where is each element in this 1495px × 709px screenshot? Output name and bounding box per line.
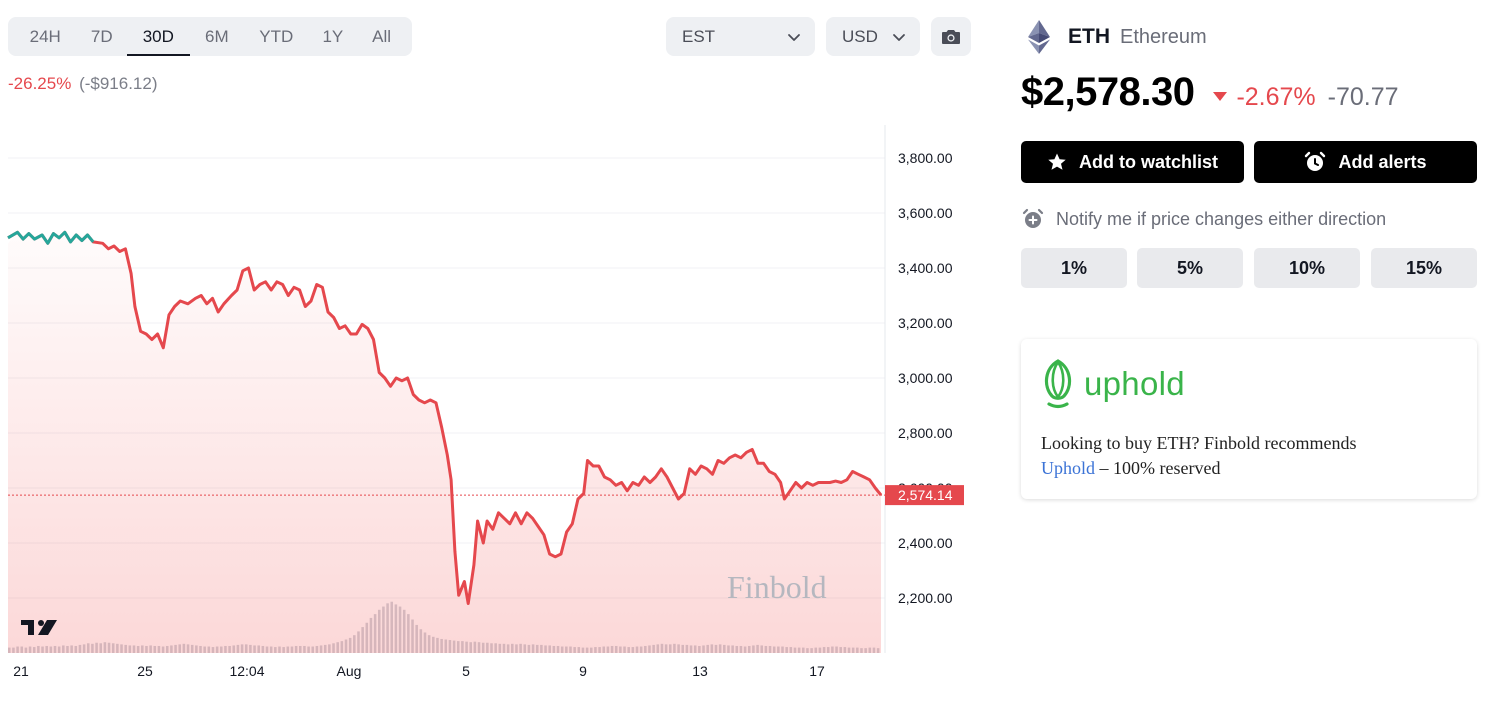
notify-line: Notify me if price changes either direct… bbox=[1022, 208, 1386, 230]
tradingview-logo bbox=[21, 620, 57, 635]
current-price: $2,578.30 bbox=[1021, 70, 1195, 114]
alert-threshold-1[interactable]: 1% bbox=[1021, 248, 1127, 288]
asset-name: Ethereum bbox=[1120, 25, 1207, 48]
camera-icon bbox=[942, 29, 960, 44]
change-absolute: -70.77 bbox=[1327, 83, 1399, 111]
uphold-promo-card: uphold Looking to buy ETH? Finbold recom… bbox=[1021, 339, 1477, 499]
tab-24h[interactable]: 24H bbox=[29, 27, 61, 46]
uphold-wordmark: uphold bbox=[1084, 365, 1185, 402]
price-tick-label: 3,600.00 bbox=[898, 205, 953, 221]
promo-suffix: – 100% reserved bbox=[1095, 458, 1221, 478]
price-tick-label: 3,000.00 bbox=[898, 370, 953, 386]
tab-7d[interactable]: 7D bbox=[90, 27, 113, 46]
period-change-absolute: (-$916.12) bbox=[79, 74, 158, 93]
uphold-link[interactable]: Uphold bbox=[1041, 458, 1095, 478]
tab-ytd[interactable]: YTD bbox=[259, 27, 294, 46]
star-icon bbox=[1048, 153, 1066, 170]
change-percent: -2.67% bbox=[1236, 83, 1316, 111]
date-tick-label: Aug bbox=[337, 663, 362, 679]
price-row: $2,578.30 -2.67% -70.77 bbox=[1021, 70, 1399, 115]
date-tick-label: 13 bbox=[692, 663, 708, 679]
timezone-select[interactable]: EST bbox=[666, 17, 815, 56]
alert-threshold-10[interactable]: 10% bbox=[1254, 248, 1360, 288]
promo-copy: Looking to buy ETH? Finbold recommends bbox=[1041, 433, 1357, 453]
timezone-value: EST bbox=[682, 26, 716, 46]
current-price-label: 2,574.14 bbox=[898, 487, 953, 503]
tab-all[interactable]: All bbox=[372, 27, 392, 46]
uphold-logo[interactable]: uphold bbox=[1040, 358, 1185, 410]
ethereum-diamond-icon bbox=[1028, 20, 1050, 54]
price-line-below bbox=[7, 230, 883, 605]
current-price-tag: 2,574.14 bbox=[885, 485, 964, 506]
date-tick-label: 12:04 bbox=[229, 663, 264, 679]
currency-value: USD bbox=[842, 26, 878, 46]
price-tick-label: 3,800.00 bbox=[898, 150, 953, 166]
price-tick-label: 3,400.00 bbox=[898, 260, 953, 276]
alert-threshold-5[interactable]: 5% bbox=[1137, 248, 1243, 288]
add-alerts-label: Add alerts bbox=[1338, 151, 1427, 172]
tab-1y[interactable]: 1Y bbox=[322, 27, 344, 46]
price-tick-label: 3,200.00 bbox=[898, 315, 953, 331]
tab-30d[interactable]: 30D bbox=[127, 17, 190, 56]
add-alerts-button[interactable]: Add alerts bbox=[1254, 141, 1477, 183]
alarm-clock-icon bbox=[1305, 151, 1326, 171]
add-to-watchlist-button[interactable]: Add to watchlist bbox=[1021, 141, 1244, 183]
alert-threshold-15[interactable]: 15% bbox=[1371, 248, 1477, 288]
period-change-percent: -26.25% bbox=[8, 74, 72, 93]
asset-symbol: ETH bbox=[1068, 25, 1110, 48]
add-to-watchlist-label: Add to watchlist bbox=[1079, 151, 1218, 172]
date-tick-label: 9 bbox=[579, 663, 587, 679]
alarm-plus-icon bbox=[1022, 208, 1044, 228]
time-axis: 21 25 12:04 Aug 5 9 13 17 bbox=[13, 663, 825, 679]
date-tick-label: 17 bbox=[809, 663, 825, 679]
chevron-down-icon bbox=[788, 33, 800, 41]
screenshot-button[interactable] bbox=[931, 17, 971, 56]
finbold-watermark: Finbold bbox=[727, 569, 827, 605]
date-tick-label: 5 bbox=[462, 663, 470, 679]
range-tabs: 24H 7D 30D 6M YTD 1Y All bbox=[8, 17, 412, 56]
price-axis: 3,800.00 3,600.00 3,400.00 3,200.00 3,000.00… bbox=[898, 150, 953, 606]
down-triangle-icon bbox=[1213, 92, 1228, 101]
period-change: -26.25% (-$916.12) bbox=[8, 74, 158, 94]
chevron-down-icon bbox=[893, 33, 905, 41]
tab-6m[interactable]: 6M bbox=[205, 27, 229, 46]
price-chart[interactable]: Finbold 3,800.00 3,600.00 3,400.00 3,200.00… bbox=[0, 120, 975, 700]
date-tick-label: 25 bbox=[137, 663, 153, 679]
price-tick-label: 2,800.00 bbox=[898, 425, 953, 441]
price-line-above bbox=[7, 230, 95, 245]
asset-header: ETH Ethereum bbox=[1028, 20, 1207, 54]
currency-select[interactable]: USD bbox=[826, 17, 920, 56]
uphold-leaf-icon bbox=[1044, 359, 1072, 409]
promo-text: Looking to buy ETH? Finbold recommends U… bbox=[1041, 431, 1461, 481]
price-tick-label: 2,400.00 bbox=[898, 535, 953, 551]
notify-text: Notify me if price changes either direct… bbox=[1056, 208, 1387, 229]
date-tick-label: 21 bbox=[13, 663, 29, 679]
price-tick-label: 2,200.00 bbox=[898, 590, 953, 606]
